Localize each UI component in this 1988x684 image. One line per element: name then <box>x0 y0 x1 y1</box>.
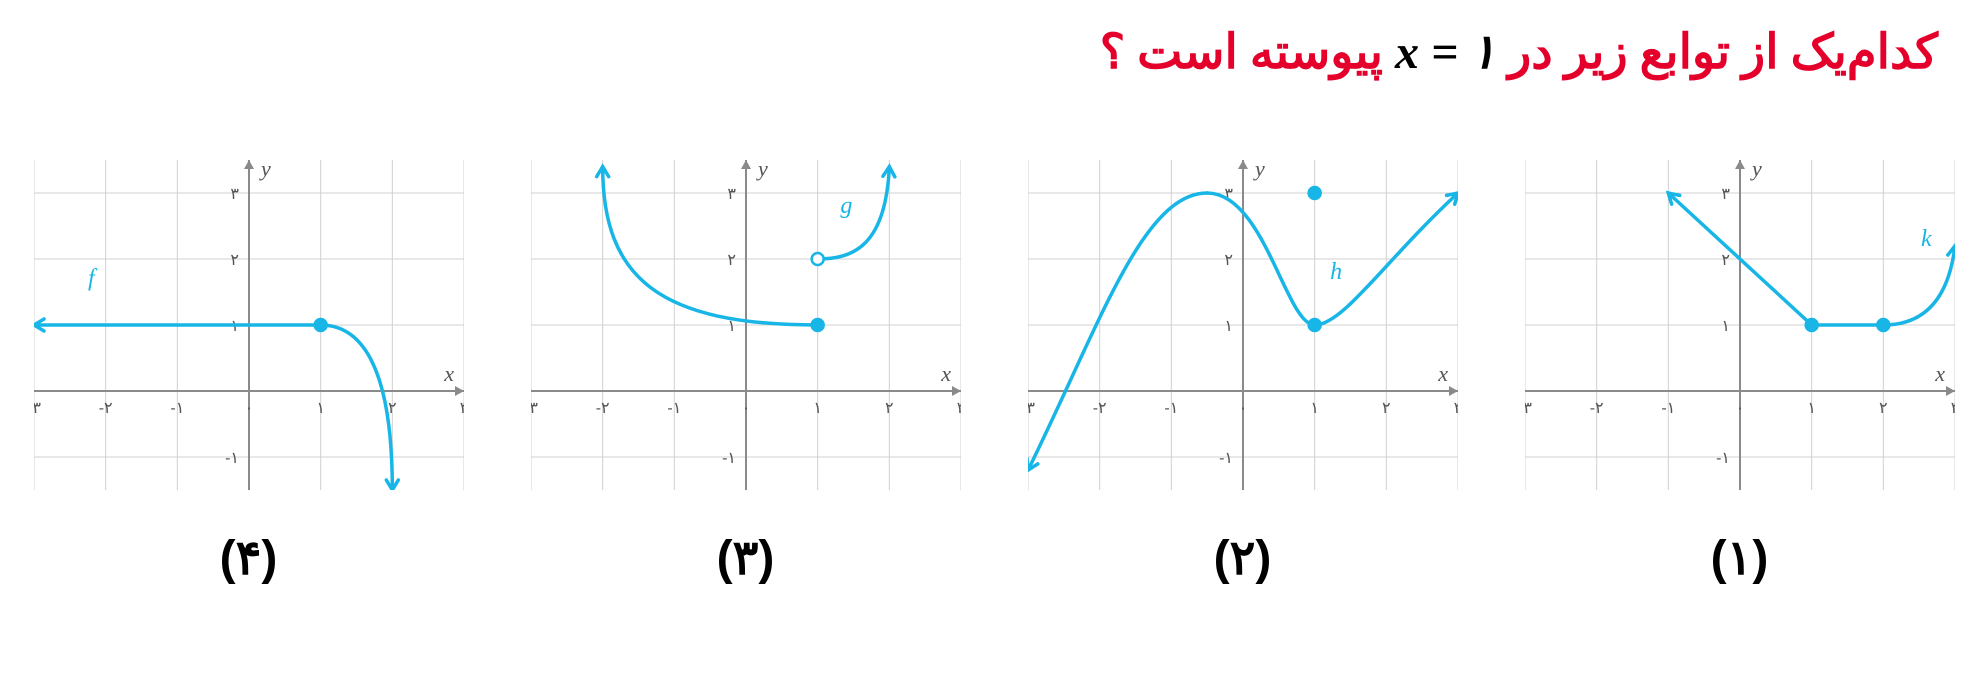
svg-text:x: x <box>940 361 951 386</box>
svg-text:y: y <box>1750 160 1762 181</box>
svg-text:-۱: -۱ <box>1661 400 1675 417</box>
svg-text:-۱: -۱ <box>170 400 184 417</box>
panel-4: -۳-۲-۱۰۱۲۳-۱۱۲۳xyf (۴) <box>34 160 464 586</box>
svg-text:۲: ۲ <box>1224 252 1233 269</box>
option-label-2: (۲) <box>1214 530 1272 586</box>
question-prefix: کدام‌یک از توابع زیر در <box>1496 26 1938 79</box>
svg-text:-۱: -۱ <box>1716 450 1730 467</box>
svg-text:۲: ۲ <box>1879 400 1888 417</box>
svg-text:-۱: -۱ <box>225 450 239 467</box>
svg-text:۳: ۳ <box>1721 186 1730 203</box>
svg-text:۱: ۱ <box>1310 400 1319 417</box>
svg-text:۲: ۲ <box>727 252 736 269</box>
svg-text:۲: ۲ <box>1382 400 1391 417</box>
svg-text:y: y <box>756 160 768 181</box>
svg-text:-۳: -۳ <box>34 400 41 417</box>
svg-text:-۲: -۲ <box>98 400 112 417</box>
page-root: کدام‌یک از توابع زیر در x = ۱ پیوسته است… <box>0 0 1988 684</box>
svg-text:x: x <box>443 361 454 386</box>
svg-text:x: x <box>1934 361 1945 386</box>
option-label-3: (۳) <box>717 530 775 586</box>
panel-1: -۳-۲-۱۰۱۲۳-۱۱۲۳xyk (۱) <box>1525 160 1955 586</box>
svg-text:۰: ۰ <box>1735 400 1744 417</box>
svg-text:h: h <box>1330 259 1342 285</box>
svg-text:x: x <box>1437 361 1448 386</box>
svg-text:۳: ۳ <box>1950 400 1954 417</box>
svg-text:-۳: -۳ <box>1525 400 1532 417</box>
svg-text:۱: ۱ <box>1721 318 1730 335</box>
question-title: کدام‌یک از توابع زیر در x = ۱ پیوسته است… <box>1100 24 1938 80</box>
question-suffix: پیوسته است ؟ <box>1100 26 1383 79</box>
svg-text:۲: ۲ <box>230 252 239 269</box>
svg-text:f: f <box>87 265 97 291</box>
svg-text:۰: ۰ <box>244 400 253 417</box>
svg-text:۳: ۳ <box>956 400 960 417</box>
svg-text:-۲: -۲ <box>1589 400 1603 417</box>
panel-3: -۳-۲-۱۰۱۲۳-۱۱۲۳xyg (۳) <box>531 160 961 586</box>
svg-text:۳: ۳ <box>1453 400 1457 417</box>
svg-text:۳: ۳ <box>230 186 239 203</box>
svg-text:k: k <box>1921 226 1932 252</box>
svg-text:۱: ۱ <box>316 400 325 417</box>
svg-text:۲: ۲ <box>1721 252 1730 269</box>
svg-text:۲: ۲ <box>388 400 397 417</box>
option-label-1: (۱) <box>1711 530 1769 586</box>
svg-text:۱: ۱ <box>1224 318 1233 335</box>
svg-text:-۱: -۱ <box>1164 400 1178 417</box>
chart-1: -۳-۲-۱۰۱۲۳-۱۱۲۳xyk <box>1525 160 1955 490</box>
svg-text:۳: ۳ <box>459 400 463 417</box>
chart-2: -۳-۲-۱۰۱۲۳-۱۱۲۳xyh <box>1028 160 1458 490</box>
svg-text:-۱: -۱ <box>1219 450 1233 467</box>
svg-text:-۲: -۲ <box>1092 400 1106 417</box>
svg-text:۰: ۰ <box>741 400 750 417</box>
svg-text:-۳: -۳ <box>1028 400 1035 417</box>
chart-4: -۳-۲-۱۰۱۲۳-۱۱۲۳xyf <box>34 160 464 490</box>
svg-text:-۱: -۱ <box>667 400 681 417</box>
svg-text:۱: ۱ <box>813 400 822 417</box>
svg-text:-۲: -۲ <box>595 400 609 417</box>
svg-text:y: y <box>1253 160 1265 181</box>
svg-text:۰: ۰ <box>1238 400 1247 417</box>
svg-text:-۳: -۳ <box>531 400 538 417</box>
svg-text:y: y <box>259 160 271 181</box>
question-equation: x = ۱ <box>1395 26 1496 79</box>
svg-text:۳: ۳ <box>727 186 736 203</box>
option-label-4: (۴) <box>220 530 278 586</box>
panels-row: -۳-۲-۱۰۱۲۳-۱۱۲۳xyf (۴) -۳-۲-۱۰۱۲۳-۱۱۲۳xy… <box>0 160 1988 586</box>
svg-text:g: g <box>840 193 852 219</box>
panel-2: -۳-۲-۱۰۱۲۳-۱۱۲۳xyh (۲) <box>1028 160 1458 586</box>
svg-text:۱: ۱ <box>1807 400 1816 417</box>
svg-text:۲: ۲ <box>885 400 894 417</box>
chart-3: -۳-۲-۱۰۱۲۳-۱۱۲۳xyg <box>531 160 961 490</box>
svg-text:-۱: -۱ <box>722 450 736 467</box>
